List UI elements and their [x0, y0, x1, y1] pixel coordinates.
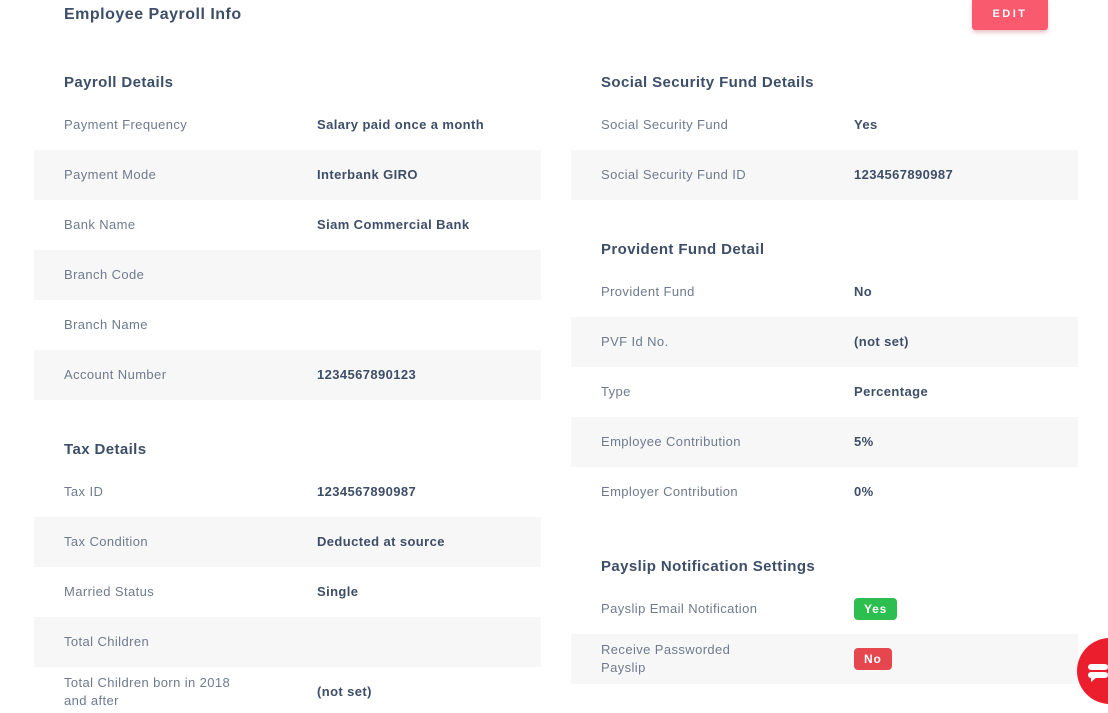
row-value: 5%: [854, 434, 874, 449]
status-badge: Yes: [854, 598, 898, 620]
row-label: Tax Condition: [64, 534, 148, 549]
section-provident-fund-detail: Provident Fund Detail Provident Fund No PVF…: [571, 242, 1078, 517]
section-tax-details: Tax Details Tax ID 1234567890987 Tax Condit…: [34, 442, 541, 713]
section-title: Payslip Notification Settings: [601, 558, 816, 575]
section-title: Payroll Details: [64, 74, 174, 91]
detail-row-married-status: Married Status Single: [34, 567, 541, 617]
detail-row-receive-passworded-payslip: Receive Passworded Payslip No: [571, 634, 1078, 684]
row-label: Payment Frequency: [64, 117, 188, 132]
detail-row-branch-code: Branch Code: [34, 250, 541, 300]
detail-row-tax-condition: Tax Condition Deducted at source: [34, 517, 541, 567]
right-column: Social Security Fund Details Social Secur…: [571, 33, 1078, 713]
row-label: Employee Contribution: [601, 434, 741, 449]
row-label: Payment Mode: [64, 167, 157, 182]
row-label: PVF Id No.: [601, 334, 669, 349]
detail-row-tax-id: Tax ID 1234567890987: [34, 467, 541, 517]
detail-row-payment-mode: Payment Mode Interbank GIRO: [34, 150, 541, 200]
section-title: Tax Details: [64, 441, 147, 458]
detail-row-employer-contribution: Employer Contribution 0%: [571, 467, 1078, 517]
detail-row-payment-frequency: Payment Frequency Salary paid once a mont…: [34, 100, 541, 150]
detail-row-employee-contribution: Employee Contribution 5%: [571, 417, 1078, 467]
row-label: Account Number: [64, 367, 167, 382]
chat-widget-button[interactable]: [1077, 638, 1108, 704]
row-value: Yes: [854, 117, 878, 132]
row-value: 1234567890987: [854, 167, 954, 182]
row-value: 0%: [854, 484, 874, 499]
row-value: (not set): [317, 684, 372, 699]
section-payslip-notification-settings: Payslip Notification Settings Payslip Ema…: [571, 559, 1078, 684]
section-payroll-details: Payroll Details Payment Frequency Salary p…: [34, 75, 541, 400]
row-label: Tax ID: [64, 484, 104, 499]
detail-row-type: Type Percentage: [571, 367, 1078, 417]
section-title: Provident Fund Detail: [601, 241, 765, 258]
section-rows: Tax ID 1234567890987 Tax Condition Deducted…: [34, 467, 541, 713]
row-value: Siam Commercial Bank: [317, 217, 470, 232]
detail-row-social-security-fund-id: Social Security Fund ID 1234567890987: [571, 150, 1078, 200]
detail-row-payslip-email-notification: Payslip Email Notification Yes: [571, 584, 1078, 634]
detail-row-account-number: Account Number 1234567890123: [34, 350, 541, 400]
row-value: Single: [317, 584, 359, 599]
detail-row-total-children-born-in-2018-and-after: Total Children born in 2018 and after (no…: [34, 667, 541, 713]
row-label: Branch Name: [64, 317, 148, 332]
section-rows: Payslip Email Notification Yes Receive Pas…: [571, 584, 1078, 684]
row-value: Interbank GIRO: [317, 167, 418, 182]
row-label: Bank Name: [64, 217, 136, 232]
section-title: Social Security Fund Details: [601, 74, 814, 91]
page-title: Employee Payroll Info: [64, 6, 242, 23]
section-rows: Social Security Fund Yes Social Security F…: [571, 100, 1078, 200]
row-label: Payslip Email Notification: [601, 601, 758, 616]
row-value: (not set): [854, 334, 909, 349]
row-value: Percentage: [854, 384, 929, 399]
section-social-security-fund-details: Social Security Fund Details Social Secur…: [571, 75, 1078, 200]
detail-row-pvf-id-no: PVF Id No. (not set): [571, 317, 1078, 367]
row-value: Salary paid once a month: [317, 117, 485, 132]
detail-row-social-security-fund: Social Security Fund Yes: [571, 100, 1078, 150]
row-label: Social Security Fund ID: [601, 167, 747, 182]
row-label: Total Children: [64, 634, 150, 649]
row-label: Married Status: [64, 584, 155, 599]
section-rows: Provident Fund No PVF Id No. (not set) Type P…: [571, 267, 1078, 517]
row-label: Employer Contribution: [601, 484, 739, 499]
section-rows: Payment Frequency Salary paid once a mont…: [34, 100, 541, 400]
edit-button[interactable]: EDIT: [972, 0, 1048, 30]
row-label: Type: [601, 384, 631, 399]
row-label: Provident Fund: [601, 284, 695, 299]
row-value: 1234567890123: [317, 367, 417, 382]
detail-row-provident-fund: Provident Fund No: [571, 267, 1078, 317]
left-column: Payroll Details Payment Frequency Salary p…: [34, 33, 541, 713]
row-value: No: [854, 284, 873, 299]
row-label: Receive Passworded Payslip: [601, 642, 731, 675]
row-label: Total Children born in 2018 and after: [64, 675, 231, 708]
detail-row-bank-name: Bank Name Siam Commercial Bank: [34, 200, 541, 250]
row-value: Deducted at source: [317, 534, 445, 549]
status-badge: No: [854, 648, 892, 670]
payroll-columns: Payroll Details Payment Frequency Salary p…: [34, 30, 1078, 713]
detail-row-total-children: Total Children: [34, 617, 541, 667]
row-label: Social Security Fund: [601, 117, 729, 132]
row-value: 1234567890987: [317, 484, 417, 499]
chat-bubble-icon: [1085, 658, 1108, 684]
detail-row-branch-name: Branch Name: [34, 300, 541, 350]
row-label: Branch Code: [64, 267, 145, 282]
